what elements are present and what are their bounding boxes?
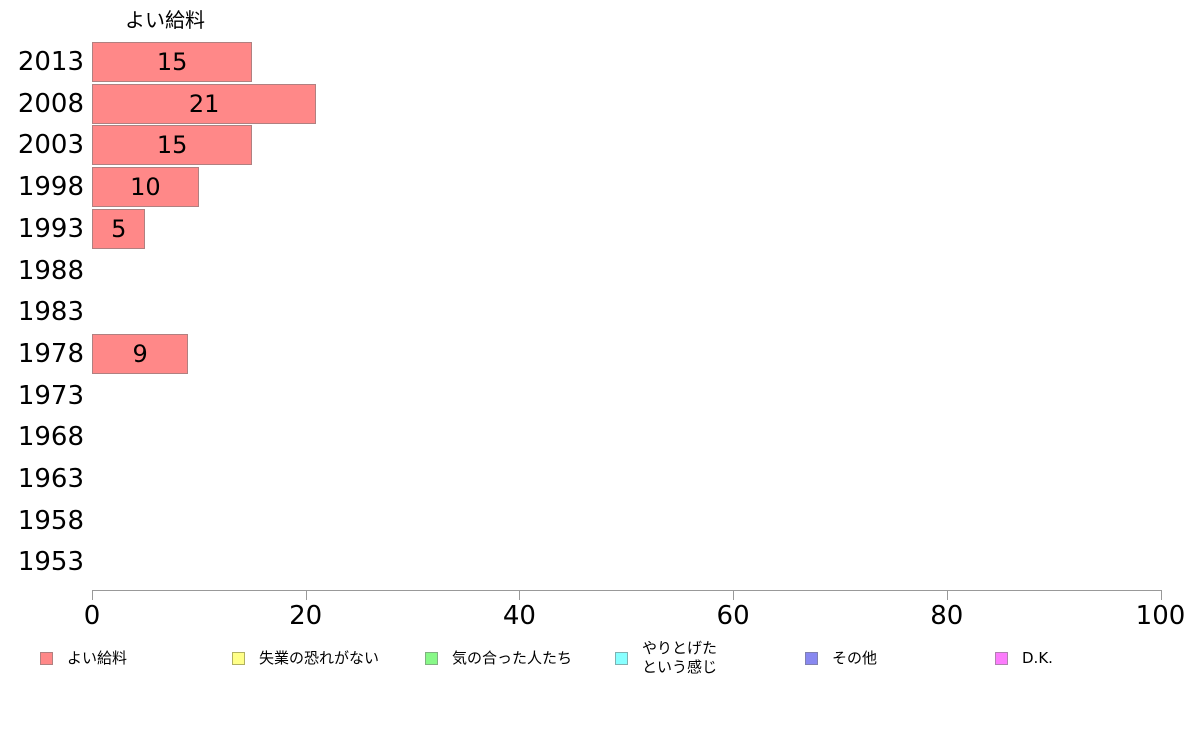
x-axis-line: [92, 590, 1161, 591]
x-axis-tick-label: 60: [716, 601, 750, 631]
y-axis-label: 2013: [17, 47, 84, 77]
bar: [92, 167, 199, 208]
bar-value-label: 15: [156, 131, 188, 160]
x-axis-tick: [946, 590, 948, 600]
legend-label: 失業の恐れがない: [259, 648, 380, 667]
bar-value-label: 5: [111, 214, 127, 243]
chart-title: よい給料: [125, 8, 205, 32]
legend-swatch: [40, 651, 53, 665]
bar-value-label: 15: [156, 48, 188, 76]
x-axis-tick-label: 20: [289, 601, 323, 631]
bar: [92, 333, 189, 374]
legend-item: その他: [805, 638, 877, 678]
legend-swatch: [232, 651, 245, 665]
legend-label: やりとげた という感じ: [642, 639, 718, 676]
bar-value-label: 9: [132, 339, 148, 368]
x-axis-tick-label: 80: [930, 601, 964, 631]
legend-item: やりとげた という感じ: [615, 638, 717, 678]
y-axis-label: 1978: [17, 338, 84, 369]
legend-swatch: [995, 651, 1008, 665]
legend-label: D.K.: [1022, 648, 1053, 667]
y-axis-label: 1973: [17, 380, 84, 411]
x-axis-tick: [1160, 590, 1162, 600]
y-axis-label: 1993: [17, 213, 84, 244]
y-axis-label: 1958: [17, 505, 84, 536]
legend-item: よい給料: [40, 638, 127, 678]
bar: [92, 208, 146, 249]
x-axis-tick: [92, 590, 93, 600]
bar: [92, 42, 253, 82]
bar-value-label: 10: [130, 173, 161, 202]
legend-swatch: [805, 651, 818, 665]
bar-value-label: 21: [188, 89, 220, 118]
x-axis-tick-label: 100: [1135, 601, 1186, 631]
legend-swatch: [425, 651, 438, 665]
x-axis-tick: [305, 590, 307, 600]
y-axis-label: 1998: [17, 172, 84, 203]
legend-item: 気の合った人たち: [425, 638, 572, 678]
y-axis-label: 2003: [17, 130, 84, 161]
legend-item: 失業の恐れがない: [232, 638, 379, 678]
legend-label: 気の合った人たち: [452, 648, 573, 667]
x-axis-tick-label: 0: [83, 601, 101, 631]
x-axis-tick: [733, 590, 735, 600]
y-axis-label: 1963: [17, 464, 84, 494]
legend-item: D.K.: [995, 638, 1053, 678]
bar: [92, 83, 317, 124]
legend-label: よい給料: [67, 648, 128, 667]
y-axis-label: 1988: [17, 255, 84, 286]
legend-label: その他: [832, 648, 878, 667]
bar: [92, 125, 253, 166]
x-axis-tick: [519, 590, 521, 600]
legend-swatch: [615, 651, 628, 665]
y-axis-label: 1968: [17, 422, 84, 453]
y-axis-label: 1983: [17, 297, 84, 328]
y-axis-label: 2008: [17, 88, 84, 119]
x-axis-tick-label: 40: [502, 601, 536, 631]
y-axis-label: 1953: [17, 547, 84, 578]
